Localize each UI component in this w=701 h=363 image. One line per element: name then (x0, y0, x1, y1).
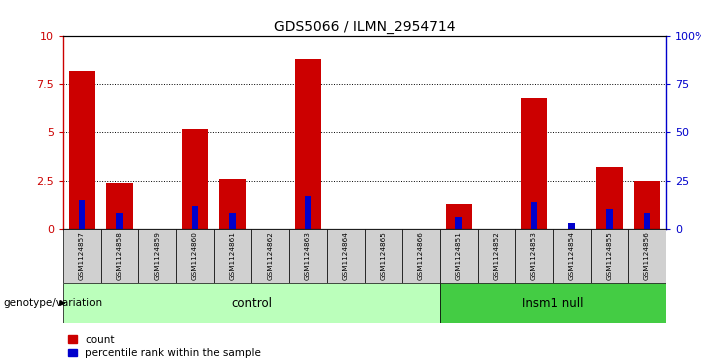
Bar (402, 229, 440, 283)
Bar (531, 202, 538, 229)
Bar (69, 71, 95, 229)
Bar (191, 205, 198, 229)
Bar (219, 179, 246, 229)
Bar (644, 213, 651, 229)
Bar (116, 213, 123, 229)
Bar (634, 180, 660, 229)
Bar (515, 229, 553, 283)
Bar (553, 229, 590, 283)
Bar (101, 229, 138, 283)
Text: GSM1124851: GSM1124851 (456, 232, 462, 280)
Bar (214, 229, 252, 283)
Bar (590, 229, 628, 283)
Bar (305, 196, 311, 229)
Bar (182, 129, 208, 229)
Bar (628, 229, 666, 283)
Text: GSM1124860: GSM1124860 (192, 232, 198, 280)
Bar (440, 283, 666, 323)
Title: GDS5066 / ILMN_2954714: GDS5066 / ILMN_2954714 (274, 20, 455, 34)
Text: GSM1124853: GSM1124853 (531, 232, 537, 280)
Text: GSM1124866: GSM1124866 (418, 232, 424, 280)
Text: GSM1124859: GSM1124859 (154, 232, 161, 280)
Bar (446, 204, 472, 229)
Text: GSM1124854: GSM1124854 (569, 232, 575, 280)
Bar (295, 60, 321, 229)
Text: GSM1124863: GSM1124863 (305, 232, 311, 280)
Text: GSM1124865: GSM1124865 (381, 232, 386, 280)
Text: GSM1124856: GSM1124856 (644, 232, 650, 280)
Text: control: control (231, 297, 272, 310)
Text: GSM1124864: GSM1124864 (343, 232, 348, 280)
Legend: count, percentile rank within the sample: count, percentile rank within the sample (68, 335, 261, 358)
Bar (138, 229, 176, 283)
Bar (597, 167, 622, 229)
Bar (79, 200, 86, 229)
Text: GSM1124857: GSM1124857 (79, 232, 85, 280)
Bar (606, 209, 613, 229)
Bar (176, 229, 214, 283)
Bar (327, 229, 365, 283)
Bar (569, 223, 575, 229)
Bar (477, 229, 515, 283)
Text: GSM1124855: GSM1124855 (606, 232, 613, 280)
Text: GSM1124861: GSM1124861 (230, 232, 236, 280)
Bar (456, 217, 462, 229)
Bar (365, 229, 402, 283)
Text: GSM1124858: GSM1124858 (116, 232, 123, 280)
Text: GSM1124852: GSM1124852 (494, 232, 499, 280)
Bar (252, 229, 289, 283)
Bar (63, 229, 101, 283)
Bar (289, 229, 327, 283)
Bar (229, 213, 236, 229)
Text: GSM1124862: GSM1124862 (267, 232, 273, 280)
Bar (521, 98, 547, 229)
Bar (63, 283, 440, 323)
Text: Insm1 null: Insm1 null (522, 297, 584, 310)
Bar (440, 229, 477, 283)
Text: genotype/variation: genotype/variation (4, 298, 102, 308)
Bar (107, 183, 132, 229)
